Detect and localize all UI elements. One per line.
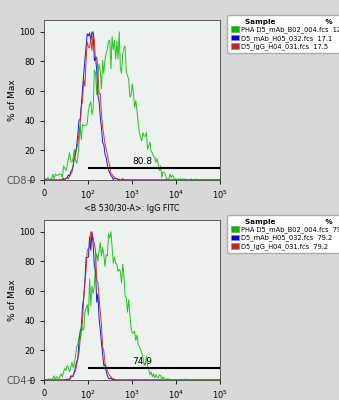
Text: CD8+: CD8+ [7,176,35,186]
Y-axis label: % of Max: % of Max [7,279,17,321]
Text: 74.9: 74.9 [132,357,152,366]
X-axis label: <B 530/30-A>: IgG FITC: <B 530/30-A>: IgG FITC [84,204,180,213]
Legend: PHA D5_mAb_B02_004.fcs  12.2, D5_mAb_H05_032.fcs  17.1, D5_IgG_H04_031.fcs  17.5: PHA D5_mAb_B02_004.fcs 12.2, D5_mAb_H05_… [227,15,339,53]
Y-axis label: % of Max: % of Max [7,79,17,121]
Text: CD4+: CD4+ [7,376,35,386]
Text: 80.8: 80.8 [132,157,152,166]
Legend: PHA D5_mAb_B02_004.fcs  79.6, D5_mAb_H05_032.fcs  79.2, D5_IgG_H04_031.fcs  79.2: PHA D5_mAb_B02_004.fcs 79.6, D5_mAb_H05_… [227,215,339,253]
